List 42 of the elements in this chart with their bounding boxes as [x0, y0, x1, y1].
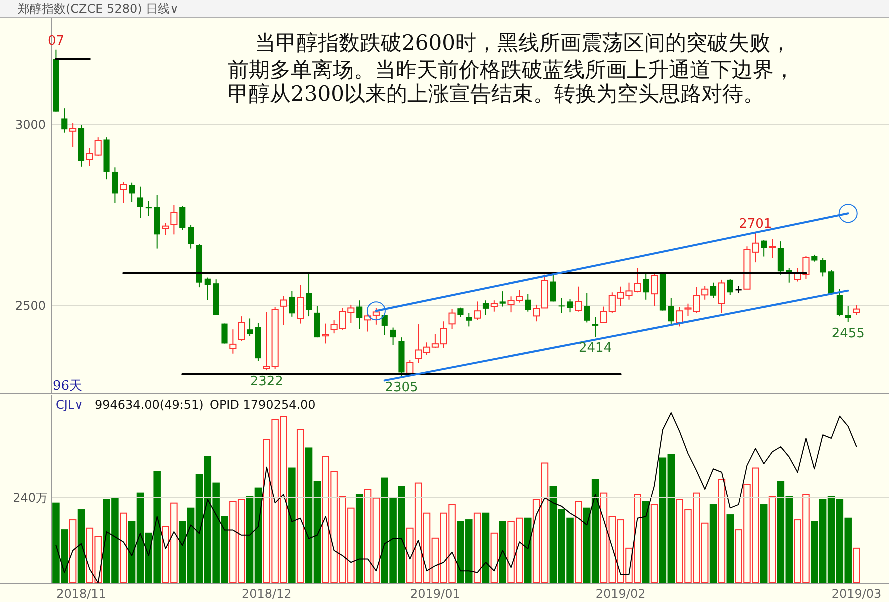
bar: [642, 501, 650, 583]
annotation: 2414: [579, 341, 612, 356]
bar: [853, 548, 860, 584]
bar: [499, 521, 506, 583]
annotation: 96天: [53, 379, 83, 394]
bar: [575, 501, 582, 584]
annotation: 前期多单离场。当昨天前价格跌破蓝线所画上升通道下边界，: [228, 58, 795, 82]
bar: [718, 479, 726, 584]
annotation: 2455: [832, 326, 865, 342]
annotation: 2701: [739, 217, 772, 232]
text: CJL∨: [56, 398, 84, 412]
y-tick-label: 3000: [15, 118, 46, 132]
annotation: 2305: [385, 380, 418, 396]
chart-title: 郑醇指数(CZCE 5280) 日线∨: [18, 2, 179, 16]
bar: [474, 512, 482, 584]
annotation: 甲醇从2300以来的上涨宣告结束。转换为空头思路对待。: [228, 82, 764, 106]
bar: [524, 518, 532, 583]
ref-line-label: 240万: [13, 490, 48, 505]
bar: [482, 512, 490, 583]
annotation: 2322: [250, 374, 284, 390]
bar: [296, 429, 304, 584]
x-tick-label: 2019/02: [596, 587, 646, 601]
y-tick-label: 2500: [15, 299, 46, 314]
bar: [78, 510, 86, 583]
bar: [768, 496, 776, 584]
bar: [356, 494, 364, 583]
bar: [69, 520, 77, 584]
x-tick-label: 2019/01: [410, 587, 460, 601]
bar: [710, 504, 718, 583]
text: OPID 1790254.00: [210, 398, 316, 412]
x-tick-label: 2018/11: [56, 587, 106, 601]
bar: [490, 532, 498, 584]
bar: [650, 504, 658, 584]
bar: [288, 468, 296, 583]
x-tick-label: 2018/12: [242, 587, 292, 601]
x-tick-label: 2019/03: [832, 587, 882, 601]
bar: [760, 504, 768, 583]
annotation: 当甲醇指数跌破2600时，黑线所画震荡区间的突破失败，: [255, 31, 792, 55]
bar: [726, 514, 734, 583]
annotation: 07: [48, 34, 64, 49]
text: 994634.00(49:51): [95, 398, 204, 412]
bar: [120, 512, 128, 584]
